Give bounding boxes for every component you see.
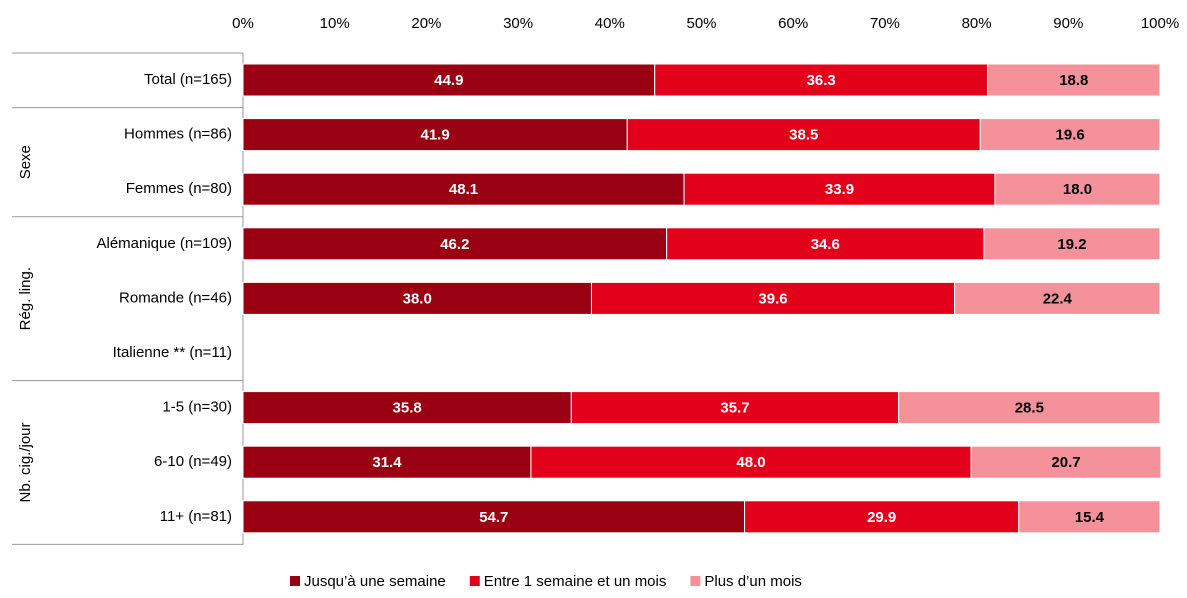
bar-segment (970, 445, 1162, 479)
value-label: 38.5 (789, 127, 818, 144)
y-tick-label: 11+ (n=81) (160, 508, 232, 525)
bar-segment (626, 118, 981, 152)
bar-segment (954, 281, 1161, 315)
x-tick-label: 80% (962, 15, 992, 32)
value-label: 41.9 (421, 127, 450, 144)
y-tick-label: Hommes (n=86) (124, 126, 232, 143)
x-tick-label: 10% (320, 15, 350, 32)
value-label: 28.5 (1015, 400, 1044, 417)
bar-segment (898, 391, 1161, 425)
y-tick-label: Alémanique (n=109) (96, 235, 232, 252)
value-label: 54.7 (479, 509, 508, 526)
y-tick-label: Romande (n=46) (119, 289, 232, 306)
bar-segment (683, 172, 996, 206)
value-label: 18.0 (1063, 181, 1092, 198)
value-label: 35.8 (393, 400, 422, 417)
y-tick-label: 6-10 (n=49) (154, 453, 232, 470)
value-label: 29.9 (867, 509, 896, 526)
bar-segment (744, 500, 1020, 534)
bar-segment (983, 227, 1161, 261)
legend-label: Plus d’un mois (704, 573, 802, 590)
x-tick-label: 30% (503, 15, 533, 32)
x-tick-label: 20% (411, 15, 441, 32)
value-label: 22.4 (1043, 290, 1073, 307)
bar-segment (590, 281, 956, 315)
value-label: 38.0 (403, 290, 432, 307)
y-tick-label: 1-5 (n=30) (162, 399, 232, 416)
x-tick-label: 90% (1053, 15, 1083, 32)
x-tick-label: 40% (595, 15, 625, 32)
value-label: 46.2 (440, 236, 469, 253)
value-label: 20.7 (1051, 454, 1080, 471)
value-label: 48.1 (449, 181, 478, 198)
x-tick-label: 50% (686, 15, 716, 32)
value-label: 19.6 (1056, 127, 1085, 144)
bar-segment (994, 172, 1161, 206)
bar-segment (242, 118, 628, 152)
value-label: 19.2 (1057, 236, 1086, 253)
x-tick-label: 100% (1141, 15, 1179, 32)
value-label: 39.6 (758, 290, 787, 307)
value-label: 31.4 (372, 454, 402, 471)
bar-segment (242, 281, 592, 315)
y-tick-label: Femmes (n=80) (126, 180, 232, 197)
x-tick-label: 0% (232, 15, 254, 32)
bar-segment (242, 227, 668, 261)
legend-swatch (690, 576, 701, 586)
y-tick-label: Italienne ** (n=11) (113, 344, 232, 361)
legend-swatch (469, 576, 480, 586)
bar-segment (242, 172, 685, 206)
bar-segment (979, 118, 1161, 152)
bar-segment (1018, 500, 1161, 534)
value-label: 36.3 (807, 72, 836, 89)
value-label: 44.9 (434, 72, 463, 89)
value-label: 33.9 (825, 181, 854, 198)
x-tick-label: 70% (870, 15, 900, 32)
value-label: 48.0 (736, 454, 765, 471)
value-label: 15.4 (1075, 509, 1105, 526)
x-tick-label: 60% (778, 15, 808, 32)
group-label: Sexe (17, 145, 34, 179)
legend-label: Entre 1 semaine et un mois (484, 573, 667, 590)
group-label: Nb. cig./jour (17, 422, 34, 502)
value-label: 35.7 (720, 400, 749, 417)
y-tick-label: Total (n=165) (144, 71, 232, 88)
bar-segment (570, 391, 900, 425)
value-label: 34.6 (811, 236, 840, 253)
bar-segment (666, 227, 985, 261)
bar-segment (987, 63, 1161, 97)
bar-segment (242, 63, 656, 97)
value-label: 18.8 (1059, 72, 1088, 89)
legend-swatch (290, 576, 300, 586)
legend-label: Jusqu’à une semaine (304, 573, 446, 590)
group-label: Rég. ling. (17, 267, 34, 330)
